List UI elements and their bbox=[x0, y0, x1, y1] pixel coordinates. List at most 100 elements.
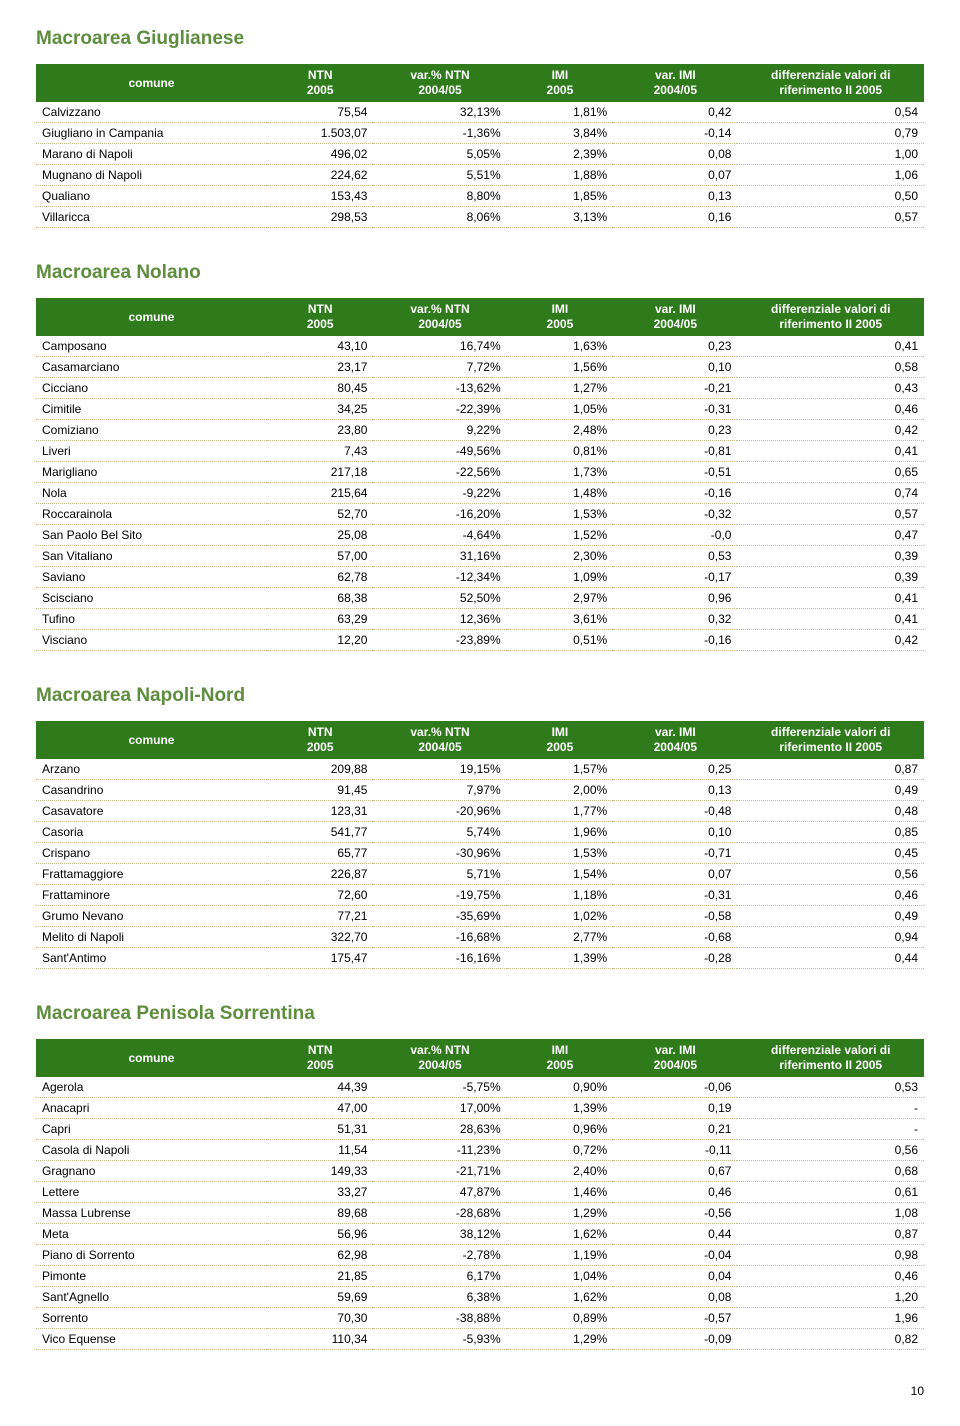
cell-value: -49,56% bbox=[373, 441, 506, 462]
cell-comune: Capri bbox=[36, 1119, 267, 1140]
table-row: Marigliano217,18-22,56%1,73%-0,510,65 bbox=[36, 462, 924, 483]
cell-comune: Camposano bbox=[36, 336, 267, 357]
cell-value: 541,77 bbox=[267, 822, 374, 843]
cell-value: 52,70 bbox=[267, 504, 374, 525]
cell-value: -2,78% bbox=[373, 1245, 506, 1266]
cell-value: 23,80 bbox=[267, 420, 374, 441]
table-row: San Paolo Bel Sito25,08-4,64%1,52%-0,00,… bbox=[36, 525, 924, 546]
cell-value: 0,50 bbox=[737, 186, 924, 207]
column-header: var.% NTN2004/05 bbox=[373, 1039, 506, 1077]
table-row: Arzano209,8819,15%1,57%0,250,87 bbox=[36, 759, 924, 780]
cell-value: 0,51% bbox=[507, 630, 614, 651]
cell-value: 1,09% bbox=[507, 567, 614, 588]
cell-comune: Roccarainola bbox=[36, 504, 267, 525]
cell-value: 8,06% bbox=[373, 207, 506, 228]
cell-value: -1,36% bbox=[373, 123, 506, 144]
cell-value: -13,62% bbox=[373, 378, 506, 399]
table-row: Casola di Napoli11,54-11,23%0,72%-0,110,… bbox=[36, 1140, 924, 1161]
cell-comune: Mugnano di Napoli bbox=[36, 165, 267, 186]
cell-value: 0,42 bbox=[737, 420, 924, 441]
table-row: San Vitaliano57,0031,16%2,30%0,530,39 bbox=[36, 546, 924, 567]
cell-comune: Crispano bbox=[36, 843, 267, 864]
cell-value: 0,04 bbox=[613, 1266, 737, 1287]
cell-value: -5,93% bbox=[373, 1329, 506, 1350]
cell-value: -0,0 bbox=[613, 525, 737, 546]
cell-value: 0,58 bbox=[737, 357, 924, 378]
cell-comune: Cimitile bbox=[36, 399, 267, 420]
cell-value: 28,63% bbox=[373, 1119, 506, 1140]
cell-comune: Casamarciano bbox=[36, 357, 267, 378]
cell-value: 52,50% bbox=[373, 588, 506, 609]
cell-value: -22,56% bbox=[373, 462, 506, 483]
cell-value: 0,72% bbox=[507, 1140, 614, 1161]
cell-value: 0,68 bbox=[737, 1161, 924, 1182]
cell-value: -0,09 bbox=[613, 1329, 737, 1350]
cell-value: -16,20% bbox=[373, 504, 506, 525]
column-header: var. IMI2004/05 bbox=[613, 298, 737, 336]
cell-comune: Villaricca bbox=[36, 207, 267, 228]
table-row: Casoria541,775,74%1,96%0,100,85 bbox=[36, 822, 924, 843]
cell-value: -16,68% bbox=[373, 927, 506, 948]
cell-value: 5,71% bbox=[373, 864, 506, 885]
cell-value: 57,00 bbox=[267, 546, 374, 567]
cell-value: -9,22% bbox=[373, 483, 506, 504]
table-row: Mugnano di Napoli224,625,51%1,88%0,071,0… bbox=[36, 165, 924, 186]
data-table: comuneNTN2005var.% NTN2004/05IMI2005var.… bbox=[36, 1039, 924, 1350]
cell-value: 6,38% bbox=[373, 1287, 506, 1308]
cell-value: 1,53% bbox=[507, 504, 614, 525]
section-title: Macroarea Napoli-Nord bbox=[36, 685, 924, 707]
table-row: Camposano43,1016,74%1,63%0,230,41 bbox=[36, 336, 924, 357]
cell-value: 43,10 bbox=[267, 336, 374, 357]
cell-value: 6,17% bbox=[373, 1266, 506, 1287]
cell-value: 77,21 bbox=[267, 906, 374, 927]
cell-value: 1,62% bbox=[507, 1224, 614, 1245]
cell-value: 0,48 bbox=[737, 801, 924, 822]
cell-value: 175,47 bbox=[267, 948, 374, 969]
cell-comune: Massa Lubrense bbox=[36, 1203, 267, 1224]
cell-value: -21,71% bbox=[373, 1161, 506, 1182]
table-row: Cimitile34,25-22,39%1,05%-0,310,46 bbox=[36, 399, 924, 420]
column-header: comune bbox=[36, 1039, 267, 1077]
cell-value: -0,81 bbox=[613, 441, 737, 462]
cell-value: -16,16% bbox=[373, 948, 506, 969]
cell-value: -19,75% bbox=[373, 885, 506, 906]
cell-comune: Comiziano bbox=[36, 420, 267, 441]
table-row: Crispano65,77-30,96%1,53%-0,710,45 bbox=[36, 843, 924, 864]
cell-value: -0,17 bbox=[613, 567, 737, 588]
table-row: Casamarciano23,177,72%1,56%0,100,58 bbox=[36, 357, 924, 378]
cell-value: 9,22% bbox=[373, 420, 506, 441]
cell-value: -0,31 bbox=[613, 885, 737, 906]
cell-value: 72,60 bbox=[267, 885, 374, 906]
cell-value: 2,97% bbox=[507, 588, 614, 609]
column-header: var. IMI2004/05 bbox=[613, 64, 737, 102]
cell-value: 0,21 bbox=[613, 1119, 737, 1140]
cell-value: 47,00 bbox=[267, 1098, 374, 1119]
cell-value: -4,64% bbox=[373, 525, 506, 546]
cell-value: -23,89% bbox=[373, 630, 506, 651]
cell-comune: Sant'Agnello bbox=[36, 1287, 267, 1308]
cell-value: 217,18 bbox=[267, 462, 374, 483]
cell-value: 7,43 bbox=[267, 441, 374, 462]
cell-value: 0,42 bbox=[737, 630, 924, 651]
cell-value: 1,56% bbox=[507, 357, 614, 378]
cell-value: 0,53 bbox=[737, 1077, 924, 1098]
cell-value: 12,36% bbox=[373, 609, 506, 630]
cell-comune: Casavatore bbox=[36, 801, 267, 822]
cell-value: 0,98 bbox=[737, 1245, 924, 1266]
cell-value: 0,45 bbox=[737, 843, 924, 864]
cell-value: -0,57 bbox=[613, 1308, 737, 1329]
cell-comune: Cicciano bbox=[36, 378, 267, 399]
column-header: differenziale valori diriferimento II 20… bbox=[737, 298, 924, 336]
cell-comune: Calvizzano bbox=[36, 102, 267, 123]
table-row: Qualiano153,438,80%1,85%0,130,50 bbox=[36, 186, 924, 207]
cell-value: 123,31 bbox=[267, 801, 374, 822]
cell-comune: Qualiano bbox=[36, 186, 267, 207]
cell-comune: Nola bbox=[36, 483, 267, 504]
cell-value: -0,71 bbox=[613, 843, 737, 864]
cell-value: 63,29 bbox=[267, 609, 374, 630]
column-header: IMI2005 bbox=[507, 721, 614, 759]
cell-value: 298,53 bbox=[267, 207, 374, 228]
cell-value: 149,33 bbox=[267, 1161, 374, 1182]
table-row: Casavatore123,31-20,96%1,77%-0,480,48 bbox=[36, 801, 924, 822]
column-header: comune bbox=[36, 64, 267, 102]
